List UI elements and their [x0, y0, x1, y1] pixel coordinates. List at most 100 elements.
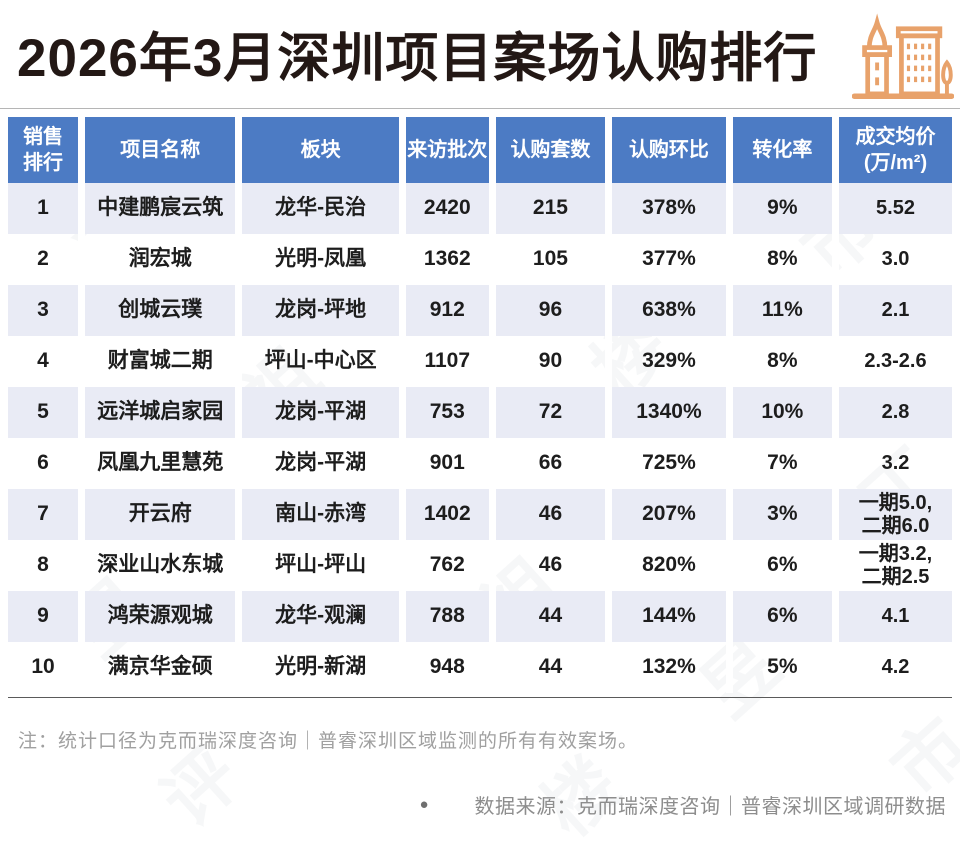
- cell-visits: 912: [398, 285, 493, 336]
- cell-rank: 2: [37, 247, 49, 271]
- ranking-table: 销售 排行 项目名称 板块 来访批次 认购套数 认购环比 转化率 成交均价 (万…: [8, 117, 952, 693]
- cell-rank: 6: [37, 451, 49, 475]
- col-header-price: 成交均价 (万/m²): [831, 117, 952, 183]
- table-row: 1 中建鹏宸云筑 龙华-民治 2420 215 378% 9% 5.52: [8, 183, 952, 234]
- cell-subscriptions: 105: [488, 234, 609, 285]
- table-row: 8 深业山水东城 坪山-坪山 762 46 820% 6% 一期3.2, 二期2…: [8, 540, 952, 591]
- cell-subscriptions: 215: [488, 183, 609, 234]
- cell-visits: 762: [398, 540, 493, 591]
- cell-visits: 753: [398, 387, 493, 438]
- cell-visits: 948: [398, 642, 493, 693]
- cell-rank: 5: [8, 387, 82, 438]
- col-header-project-name: 项目名称: [78, 117, 239, 183]
- cell-project-name: 满京华金硕: [78, 642, 239, 693]
- cell-mom: 1340%: [605, 387, 730, 438]
- cell-mom: 329%: [605, 336, 730, 387]
- cell-sector: 坪山-中心区: [235, 336, 403, 387]
- cell-subscriptions: 96: [488, 285, 609, 336]
- cell-visits: 901: [398, 438, 493, 489]
- cell-sector: 龙岗-平湖: [235, 387, 403, 438]
- cell-price: 3.0: [831, 234, 952, 285]
- cell-sector: 光明-凤凰: [235, 234, 403, 285]
- cell-conversion: 7%: [725, 438, 836, 489]
- cell-rank: 10: [31, 655, 55, 679]
- buildings-icon: [852, 13, 954, 99]
- cell-visits: 2420: [398, 183, 493, 234]
- table-row: 4 财富城二期 坪山-中心区 1107 90 329% 8% 2.3-2.6: [8, 336, 952, 387]
- cell-rank: 4: [37, 349, 49, 373]
- cell-subscriptions: 46: [488, 489, 609, 540]
- cell-price: 3.2: [831, 438, 952, 489]
- cell-subscriptions: 90: [488, 336, 609, 387]
- table-row: 3 创城云璞 龙岗-坪地 912 96 638% 11% 2.1: [8, 285, 952, 336]
- cell-price: 一期3.2, 二期2.5: [831, 540, 952, 591]
- cell-project-name: 创城云璞: [78, 285, 239, 336]
- cell-rank: 7: [8, 489, 82, 540]
- cell-rank: 9: [8, 591, 82, 642]
- cell-price: 4.2: [831, 642, 952, 693]
- bottom-divider: [8, 697, 952, 698]
- cell-project-name: 远洋城启家园: [78, 387, 239, 438]
- table-row: 7 开云府 南山-赤湾 1402 46 207% 3% 一期5.0, 二期6.0: [8, 489, 952, 540]
- cell-subscriptions: 72: [488, 387, 609, 438]
- cell-project-name: 财富城二期: [78, 336, 239, 387]
- cell-price: 5.52: [831, 183, 952, 234]
- table-row: 5 远洋城启家园 龙岗-平湖 753 72 1340% 10% 2.8: [8, 387, 952, 438]
- table-body: 1 中建鹏宸云筑 龙华-民治 2420 215 378% 9% 5.52 2 润…: [8, 183, 952, 693]
- cell-conversion: 3%: [725, 489, 836, 540]
- page-title: 2026年3月深圳项目案场认购排行: [17, 29, 818, 88]
- cell-price: 一期5.0, 二期6.0: [831, 489, 952, 540]
- cell-subscriptions: 46: [488, 540, 609, 591]
- table-row: 9 鸿荣源观城 龙华-观澜 788 44 144% 6% 4.1: [8, 591, 952, 642]
- source-text: 数据来源：克而瑞深度咨询｜普睿深圳区域调研数据: [474, 796, 946, 818]
- cell-sector: 龙华-民治: [235, 183, 403, 234]
- cell-mom: 377%: [605, 234, 730, 285]
- cell-mom: 132%: [605, 642, 730, 693]
- col-header-subscriptions: 认购套数: [488, 117, 609, 183]
- col-header-sector: 板块: [235, 117, 403, 183]
- cell-visits: 1362: [398, 234, 493, 285]
- cell-conversion: 10%: [725, 387, 836, 438]
- cell-project-name: 鸿荣源观城: [78, 591, 239, 642]
- cell-mom: 820%: [605, 540, 730, 591]
- note-text: 注：统计口径为克而瑞深度咨询｜普睿深圳区域监测的所有有效案场。: [18, 731, 639, 752]
- cell-sector: 龙华-观澜: [235, 591, 403, 642]
- col-header-conversion: 转化率: [725, 117, 836, 183]
- cell-conversion: 6%: [725, 540, 836, 591]
- table-row: 10 满京华金硕 光明-新湖 948 44 132% 5% 4.2: [8, 642, 952, 693]
- cell-rank: 3: [8, 285, 82, 336]
- cell-sector: 光明-新湖: [235, 642, 403, 693]
- cell-visits: 788: [398, 591, 493, 642]
- cell-price: 2.1: [831, 285, 952, 336]
- bullet-icon: ●: [419, 796, 429, 813]
- header-row: 销售 排行 项目名称 板块 来访批次 认购套数 认购环比 转化率 成交均价 (万…: [8, 117, 952, 183]
- cell-rank: 8: [37, 553, 49, 577]
- cell-rank: 1: [8, 183, 82, 234]
- col-header-rank: 销售 排行: [8, 117, 82, 183]
- cell-mom: 378%: [605, 183, 730, 234]
- cell-conversion: 9%: [725, 183, 836, 234]
- cell-sector: 坪山-坪山: [235, 540, 403, 591]
- cell-price: 2.3-2.6: [831, 336, 952, 387]
- table-row: 6 凤凰九里慧苑 龙岗-平湖 901 66 725% 7% 3.2: [8, 438, 952, 489]
- cell-sector: 龙岗-平湖: [235, 438, 403, 489]
- cell-subscriptions: 44: [488, 642, 609, 693]
- cell-project-name: 凤凰九里慧苑: [78, 438, 239, 489]
- cell-conversion: 11%: [725, 285, 836, 336]
- source-row: ● 数据来源：克而瑞深度咨询｜普睿深圳区域调研数据: [0, 790, 946, 819]
- cell-visits: 1402: [398, 489, 493, 540]
- cell-conversion: 8%: [725, 336, 836, 387]
- cell-subscriptions: 44: [488, 591, 609, 642]
- top-divider: [0, 108, 960, 109]
- cell-project-name: 中建鹏宸云筑: [78, 183, 239, 234]
- table-row: 2 润宏城 光明-凤凰 1362 105 377% 8% 3.0: [8, 234, 952, 285]
- cell-conversion: 6%: [725, 591, 836, 642]
- cell-sector: 龙岗-坪地: [235, 285, 403, 336]
- cell-conversion: 8%: [725, 234, 836, 285]
- cell-project-name: 开云府: [78, 489, 239, 540]
- cell-visits: 1107: [398, 336, 493, 387]
- cell-mom: 638%: [605, 285, 730, 336]
- cell-subscriptions: 66: [488, 438, 609, 489]
- col-header-visits: 来访批次: [398, 117, 493, 183]
- col-header-mom: 认购环比: [605, 117, 730, 183]
